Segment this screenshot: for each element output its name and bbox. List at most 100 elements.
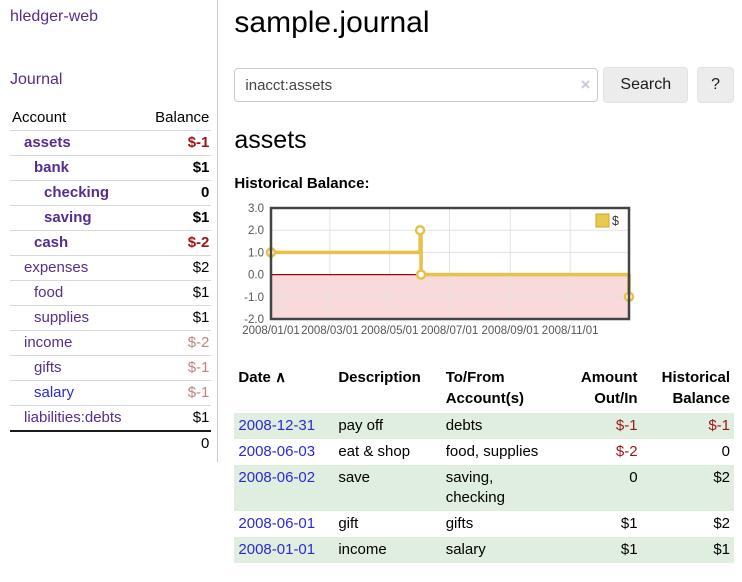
transaction-amount: $-2 bbox=[615, 443, 638, 460]
svg-text:2008/09/01: 2008/09/01 bbox=[482, 325, 540, 337]
register-header-row: Date ∧ Description To/From Account(s) Am… bbox=[234, 363, 734, 413]
search-bar: × Search ? bbox=[234, 67, 734, 103]
help-button[interactable]: ? bbox=[697, 67, 734, 103]
account-link-liabilities-debts[interactable]: liabilities:debts bbox=[24, 409, 122, 426]
register-table: Date ∧ Description To/From Account(s) Am… bbox=[234, 363, 734, 563]
account-link-assets[interactable]: assets bbox=[24, 134, 71, 151]
svg-text:0.0: 0.0 bbox=[248, 270, 264, 282]
search-input[interactable] bbox=[234, 68, 599, 102]
svg-text:2008/01/01: 2008/01/01 bbox=[243, 325, 301, 337]
account-balance: $1 bbox=[143, 405, 212, 431]
account-link-saving[interactable]: saving bbox=[44, 209, 92, 226]
historical-balance-chart[interactable]: $3.0 2.0 1.0 0.0 -1.0 -2.0 2008/01/01 2008/03/0… bbox=[234, 200, 734, 346]
transaction-description: pay off bbox=[338, 417, 384, 434]
transaction-balance: $2 bbox=[713, 515, 730, 532]
account-row: cash $-2 bbox=[10, 230, 212, 256]
transaction-description: income bbox=[338, 541, 387, 558]
sidebar-item-journal[interactable]: Journal bbox=[10, 71, 63, 88]
account-balance: $-1 bbox=[143, 355, 212, 381]
register-row: 2008-06-03 eat & shop food, supplies $-2… bbox=[234, 439, 734, 465]
register-row: 2008-06-01 gift gifts $1 $2 bbox=[234, 511, 734, 537]
account-link-checking[interactable]: checking bbox=[44, 184, 110, 201]
account-row: liabilities:debts $1 bbox=[10, 405, 212, 431]
register-row: 2008-06-02 save saving, checking 0 $2 bbox=[234, 465, 734, 511]
page: hledger-web Journal Account Balance asse… bbox=[0, 0, 742, 563]
transaction-date-link[interactable]: 2008-06-03 bbox=[238, 443, 316, 460]
accounts-header-balance: Balance bbox=[143, 106, 212, 131]
account-link-cash[interactable]: cash bbox=[34, 234, 69, 251]
transaction-date-link[interactable]: 2008-06-02 bbox=[238, 469, 316, 486]
svg-text:$: $ bbox=[612, 214, 619, 228]
account-row: assets $-1 bbox=[10, 131, 211, 156]
account-row: expenses $2 bbox=[10, 255, 212, 281]
register-row: 2008-01-01 income salary $1 $1 bbox=[234, 537, 734, 563]
app-brand-link[interactable]: hledger-web bbox=[10, 8, 99, 25]
account-balance: 0 bbox=[143, 180, 212, 206]
account-row: checking 0 bbox=[10, 180, 212, 206]
transaction-description: save bbox=[338, 469, 370, 486]
account-row: supplies $1 bbox=[10, 305, 212, 331]
svg-text:-1.0: -1.0 bbox=[245, 292, 265, 304]
account-row: food $1 bbox=[10, 280, 212, 306]
svg-text:-2.0: -2.0 bbox=[245, 314, 265, 326]
account-link-gifts[interactable]: gifts bbox=[34, 359, 62, 376]
account-balance: $1 bbox=[143, 280, 212, 306]
transaction-balance: $1 bbox=[713, 541, 730, 558]
account-heading: assets bbox=[234, 126, 307, 154]
account-balance: $-1 bbox=[187, 134, 210, 151]
account-row: bank $1 bbox=[10, 155, 212, 181]
register-header-accounts: To/From Account(s) bbox=[445, 369, 525, 407]
search-button[interactable]: Search bbox=[603, 67, 689, 103]
transaction-accounts: gifts bbox=[445, 515, 474, 532]
account-link-supplies[interactable]: supplies bbox=[34, 309, 90, 326]
transaction-amount: 0 bbox=[629, 469, 638, 486]
main-content: sample.journal × Search ? assets Histori… bbox=[218, 0, 742, 563]
transaction-balance: $2 bbox=[713, 469, 730, 486]
page-title: sample.journal bbox=[234, 6, 430, 39]
transaction-accounts: food, supplies bbox=[445, 443, 539, 460]
svg-text:2008/05/01: 2008/05/01 bbox=[361, 325, 419, 337]
transaction-accounts: salary bbox=[445, 541, 486, 558]
transaction-amount: $1 bbox=[620, 515, 638, 532]
register-header-description: Description bbox=[338, 369, 421, 386]
accounts-table: Account Balance assets $-1 bank $1 check… bbox=[10, 106, 212, 456]
clear-search-icon[interactable]: × bbox=[580, 75, 591, 95]
account-link-bank[interactable]: bank bbox=[34, 159, 70, 176]
transaction-accounts: debts bbox=[445, 417, 483, 434]
svg-text:2008/07/01: 2008/07/01 bbox=[421, 325, 479, 337]
transaction-date-link[interactable]: 2008-01-01 bbox=[238, 541, 316, 558]
transaction-amount: $1 bbox=[620, 541, 638, 558]
account-row: income $-2 bbox=[10, 330, 212, 356]
transaction-description: gift bbox=[338, 515, 359, 532]
svg-text:3.0: 3.0 bbox=[248, 203, 264, 215]
accounts-total: 0 bbox=[143, 430, 212, 456]
account-balance: $1 bbox=[143, 205, 212, 231]
account-balance: $1 bbox=[143, 305, 212, 331]
register-header-balance: Historical Balance bbox=[661, 369, 730, 407]
sidebar: hledger-web Journal Account Balance asse… bbox=[0, 0, 219, 462]
register-header-amount: Amount Out/In bbox=[580, 369, 638, 407]
account-link-expenses[interactable]: expenses bbox=[24, 259, 89, 276]
date-column-label: Date bbox=[238, 369, 271, 386]
transaction-date-link[interactable]: 2008-06-01 bbox=[238, 515, 316, 532]
transaction-amount: $-1 bbox=[615, 417, 638, 434]
account-balance: $-1 bbox=[143, 380, 212, 406]
transaction-accounts: saving, checking bbox=[445, 469, 505, 506]
svg-text:2.0: 2.0 bbox=[248, 225, 264, 237]
register-row: 2008-12-31 pay off debts $-1 $-1 bbox=[234, 413, 734, 439]
account-link-salary[interactable]: salary bbox=[34, 384, 75, 401]
svg-text:1.0: 1.0 bbox=[248, 247, 264, 259]
account-link-food[interactable]: food bbox=[34, 284, 64, 301]
transaction-description: eat & shop bbox=[338, 443, 411, 460]
transaction-date-link[interactable]: 2008-12-31 bbox=[238, 417, 316, 434]
account-balance: $-2 bbox=[143, 230, 212, 256]
account-row: salary $-1 bbox=[10, 380, 212, 406]
svg-text:2008/11/01: 2008/11/01 bbox=[542, 325, 599, 337]
accounts-header-account: Account bbox=[10, 106, 144, 131]
search-input-wrap: × bbox=[234, 68, 599, 102]
account-row: gifts $-1 bbox=[10, 355, 212, 381]
sort-asc-icon: ∧ bbox=[275, 369, 287, 386]
account-link-income[interactable]: income bbox=[24, 334, 73, 351]
account-balance: $2 bbox=[143, 255, 212, 281]
